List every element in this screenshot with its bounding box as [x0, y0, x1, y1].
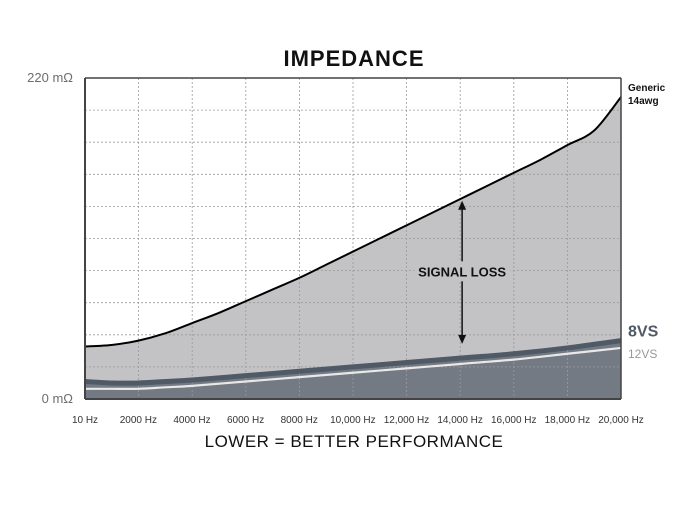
- annotations: SIGNAL LOSS: [414, 200, 511, 344]
- tick-labels: 220 mΩ 0 mΩ 10 Hz 2000 Hz 4000 Hz 6000 Hz 8000…: [27, 70, 666, 426]
- arrow-up-head: [458, 200, 467, 210]
- chart-title: IMPEDANCE: [283, 46, 424, 71]
- series-label-generic-14awg: Generic: [628, 83, 666, 94]
- y-tick-label: 0 mΩ: [42, 391, 74, 406]
- x-tick-label: 16,000 Hz: [491, 415, 537, 426]
- arrow-down-head: [458, 334, 467, 344]
- series-line-8vs: [84, 338, 622, 386]
- signal-loss-label-bg: [414, 261, 511, 282]
- x-tick-label: 20,000 Hz: [598, 415, 644, 426]
- x-tick-label: 12,000 Hz: [384, 415, 430, 426]
- series-label-generic-14awg: 14awg: [628, 96, 659, 107]
- area-generic-14awg: [85, 96, 621, 399]
- series-line-generic-14awg: [84, 96, 622, 348]
- signal-loss-label: SIGNAL LOSS: [418, 264, 506, 279]
- x-tick-label: 4000 Hz: [173, 415, 210, 426]
- x-tick-label: 10 Hz: [72, 415, 98, 426]
- x-tick-label: 8000 Hz: [281, 415, 318, 426]
- x-tick-label: 10,000 Hz: [330, 415, 376, 426]
- x-tick-label: 18,000 Hz: [545, 415, 591, 426]
- y-tick-label: 220 mΩ: [27, 70, 73, 85]
- series-line-12vs: [85, 346, 622, 390]
- x-axis-label: LOWER = BETTER PERFORMANCE: [205, 432, 504, 451]
- x-tick-label: 6000 Hz: [227, 415, 264, 426]
- x-tick-label: 2000 Hz: [120, 415, 157, 426]
- axes: [84, 77, 622, 400]
- x-tick-label: 14,000 Hz: [437, 415, 483, 426]
- series-label-8vs: 8VS: [628, 324, 659, 341]
- series-label-12vs: 12VS: [628, 347, 657, 361]
- series-lines: [84, 96, 622, 390]
